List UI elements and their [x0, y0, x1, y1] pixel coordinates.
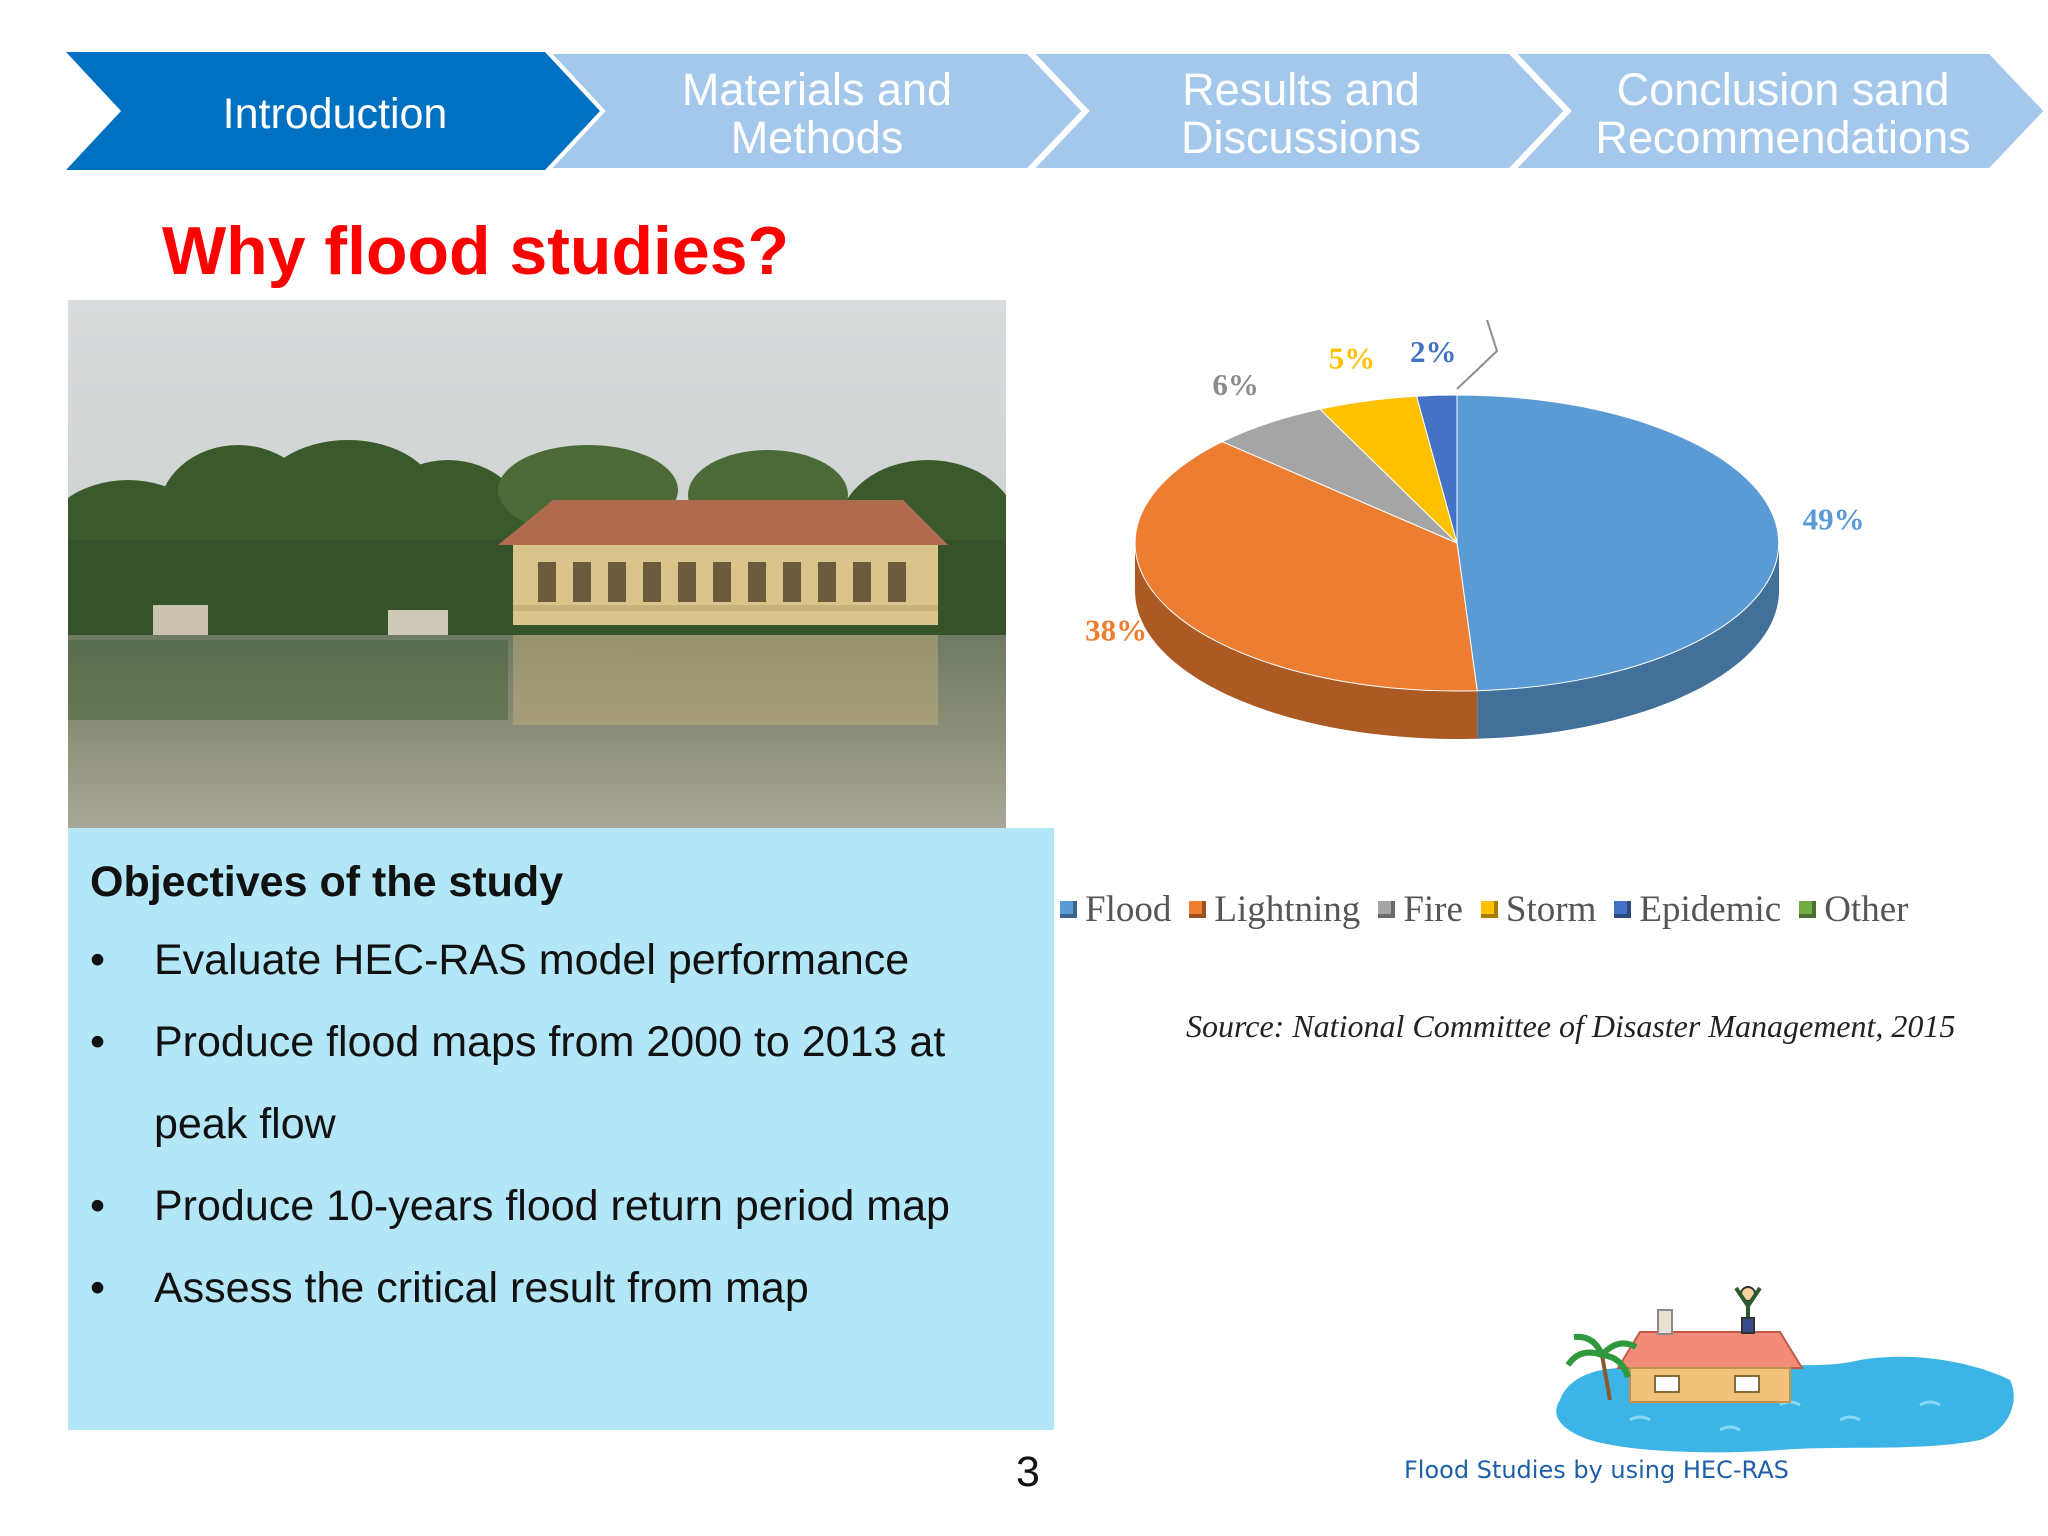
nav-step-conclusions-shape[interactable] [1508, 50, 2048, 172]
source-note: Source: National Committee of Disaster M… [1186, 1008, 1956, 1044]
illustration-roof [1616, 1331, 1804, 1369]
legend-swatch [1614, 900, 1632, 918]
legend-item-storm: Storm [1480, 888, 1597, 931]
pie-slice-fire [1221, 408, 1458, 544]
legend-swatch [1799, 900, 1817, 918]
flood-photo [68, 300, 1006, 828]
objectives-heading: Objectives of the study [90, 858, 564, 906]
bullet: • [90, 1264, 106, 1312]
pie-label-lightning: 38% [1085, 613, 1147, 648]
objective-item: • Produce flood maps from 2000 to 2013 a… [90, 1001, 1032, 1165]
nav-step-materials-shape[interactable] [543, 50, 1087, 172]
nav-step-results-label-1: Results and [1182, 64, 1420, 115]
illustration-person [1734, 1286, 1762, 1334]
page-number: 3 [1016, 1448, 1040, 1496]
objective-text: Evaluate HEC-RAS model performance [154, 936, 910, 984]
nav-step-introduction-shape[interactable] [66, 52, 600, 170]
nav-step-introduction-label: Introduction [222, 90, 448, 138]
bullet: • [90, 936, 106, 984]
nav-step-materials-label-1: Materials and [681, 64, 953, 115]
pie-slice-flood [1456, 394, 1780, 692]
pie-chart: 49%38%6%5%2%0% [1085, 320, 1865, 739]
bullet: • [90, 1018, 106, 1066]
nav-step-materials[interactable]: Materials and Methods [612, 58, 1022, 170]
legend-label: Flood [1085, 888, 1172, 930]
pie-leader-line [1456, 320, 1499, 390]
photo-water [68, 635, 1006, 828]
legend-label: Other [1824, 888, 1909, 930]
legend-swatch [1060, 900, 1077, 918]
pie-label-storm: 5% [1329, 341, 1376, 376]
nav-step-results-label-2: Discussions [1180, 112, 1422, 163]
photo-reflection [68, 635, 938, 725]
chart-legend: Flood Lightning Fire Storm Epidemic Other [1060, 885, 1926, 933]
footer-text: Flood Studies by using HEC-RAS [1404, 1456, 1789, 1484]
bullet: • [90, 1182, 106, 1230]
legend-label: Epidemic [1639, 888, 1782, 930]
pie-slice-lightning [1134, 441, 1478, 692]
objective-text: Produce 10-years flood return period map [154, 1182, 950, 1230]
pie-label-flood: 49% [1803, 502, 1865, 537]
section-nav: Introduction Materials and Methods Resul… [0, 0, 2048, 200]
legend-item-flood: Flood [1060, 888, 1171, 931]
legend-item-fire: Fire [1378, 888, 1463, 931]
objective-text: Produce flood maps from 2000 to 2013 at … [154, 1018, 946, 1148]
nav-step-conclusions[interactable]: Conclusion sand Recommendations [1578, 58, 1988, 170]
illustration-palm [1565, 1333, 1638, 1401]
pie-label-epidemic: 2% [1410, 334, 1457, 369]
pie-label-fire: 6% [1212, 367, 1259, 402]
legend-item-other: Other [1799, 888, 1908, 931]
objective-item: • Assess the critical result from map [90, 1247, 1032, 1329]
nav-chevrons [66, 50, 2048, 172]
pie-side-flood [1477, 543, 1779, 739]
illustration-chimney [1657, 1309, 1673, 1335]
illustration-window [1734, 1375, 1760, 1393]
legend-swatch [1378, 900, 1396, 918]
pie-side-lightning [1135, 543, 1478, 739]
legend-item-epidemic: Epidemic [1614, 888, 1781, 931]
objectives-box: Objectives of the study • Evaluate HEC-R… [68, 828, 1054, 1430]
objectives-list: • Evaluate HEC-RAS model performance • P… [90, 919, 1032, 1329]
legend-item-lightning: Lightning [1189, 888, 1360, 931]
objective-item: • Produce 10-years flood return period m… [90, 1165, 1032, 1247]
nav-step-conclusions-label-1: Conclusion sand [1616, 64, 1950, 115]
illustration-window [1654, 1375, 1680, 1393]
legend-swatch [1189, 900, 1207, 918]
slide-title: Why flood studies? [162, 213, 790, 289]
legend-label: Fire [1403, 888, 1463, 930]
legend-label: Lightning [1214, 888, 1361, 930]
nav-step-introduction[interactable]: Introduction [130, 58, 540, 170]
objective-text: Assess the critical result from map [154, 1264, 809, 1312]
photo-building [498, 500, 948, 625]
nav-step-results[interactable]: Results and Discussions [1096, 58, 1506, 170]
nav-step-conclusions-label-2: Recommendations [1595, 112, 1971, 163]
nav-step-results-shape[interactable] [1026, 50, 1569, 172]
pie-slice-epidemic [1415, 394, 1458, 544]
house-flood-illustration [1556, 1286, 2014, 1453]
objective-item: • Evaluate HEC-RAS model performance [90, 919, 1032, 1001]
legend-swatch [1480, 900, 1498, 918]
legend-label: Storm [1505, 888, 1597, 930]
nav-step-materials-label-2: Methods [730, 112, 904, 163]
